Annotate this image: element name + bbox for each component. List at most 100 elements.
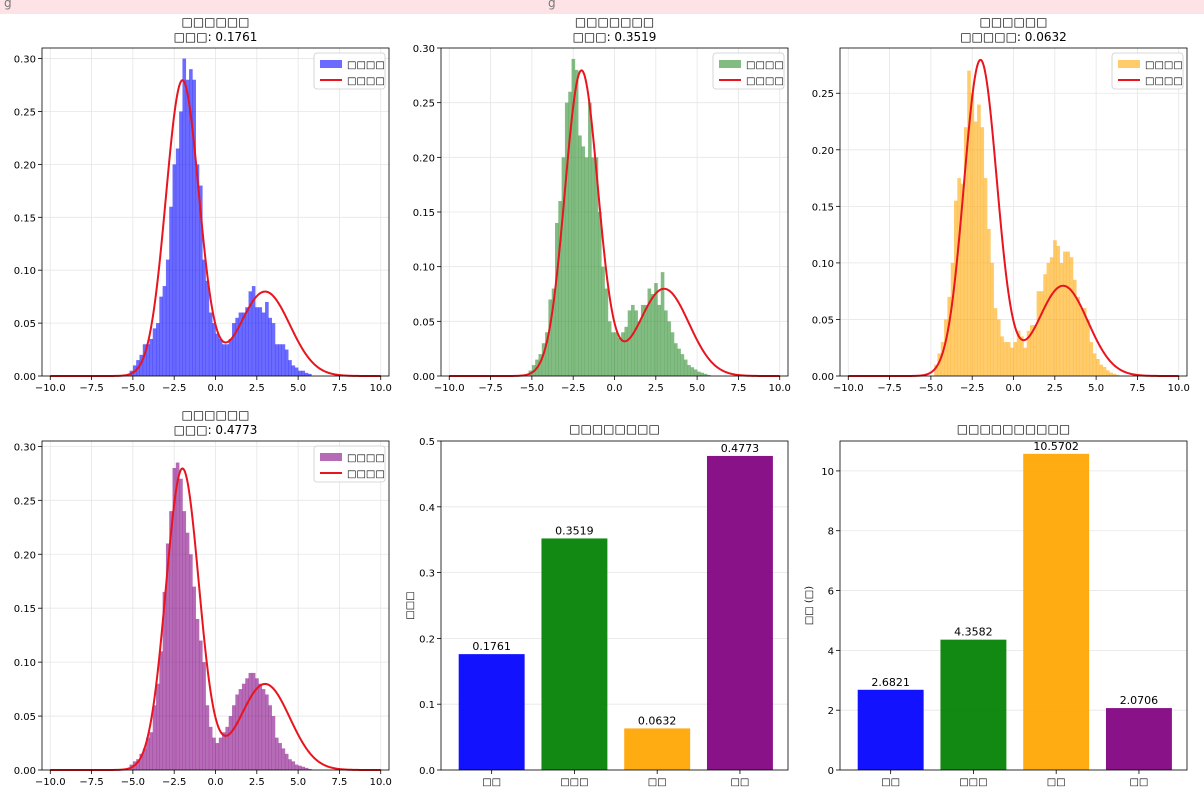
histogram-bar [1010, 347, 1014, 376]
histogram-bar [212, 737, 216, 770]
histogram-bar [294, 764, 299, 770]
histogram-bar [225, 344, 230, 376]
histogram-bar [182, 511, 187, 770]
x-tick-label: −7.5 [478, 383, 502, 394]
histogram-bar [934, 364, 938, 376]
chart-title: □□□□□□ [181, 15, 249, 29]
histogram-bar [707, 374, 711, 376]
histogram-bar [232, 323, 236, 376]
histogram-bar [1003, 342, 1008, 376]
bar-value-label: 4.3582 [954, 626, 993, 639]
histogram-bar [614, 332, 619, 376]
histogram-bar [291, 761, 296, 770]
histogram-bar [561, 157, 566, 376]
x-tick-label: −5.0 [919, 383, 943, 394]
histogram-bar [1096, 359, 1100, 376]
histogram-bar [670, 332, 675, 376]
legend-hist-swatch [719, 60, 741, 68]
histogram-bar [179, 478, 183, 770]
x-tick-label: 2.5 [249, 383, 265, 394]
histogram-bar [268, 317, 272, 376]
x-tick-label: 7.5 [1129, 383, 1145, 394]
histogram-bar [175, 462, 180, 770]
bar-value-label: 0.3519 [555, 524, 594, 537]
legend-pdf-label: □□□□ [347, 76, 385, 87]
histogram-bar [172, 164, 177, 376]
x-tick-label: 0.0 [607, 383, 623, 394]
histogram-bar [538, 354, 543, 376]
y-tick-label: 6 [828, 587, 834, 598]
x-tick-label: −7.5 [79, 777, 103, 788]
histogram-bar [159, 296, 163, 376]
y-tick-label: 0.20 [413, 153, 435, 164]
histogram-bar [241, 312, 246, 376]
x-tick-label: −10.0 [35, 383, 66, 394]
histogram-bar [265, 301, 269, 376]
histogram-bar [149, 732, 154, 770]
histogram-bar [690, 367, 695, 376]
histogram-bar [1026, 330, 1031, 376]
histogram-bar [677, 348, 681, 376]
y-tick-label: 0.30 [14, 442, 36, 453]
histogram-bar [291, 365, 296, 376]
histogram-bar [564, 102, 569, 377]
histogram-bar [182, 58, 187, 376]
histogram-bar [268, 705, 272, 770]
y-tick-label: 0.25 [413, 99, 435, 110]
histogram-bar [604, 288, 609, 376]
histogram-bar [152, 705, 157, 770]
y-tick-label: 0.00 [812, 372, 834, 383]
histogram-bar [139, 354, 144, 376]
histogram-bar [1092, 353, 1097, 376]
histogram-bar [308, 373, 312, 376]
histogram-bar [142, 748, 147, 770]
histogram-bar [1086, 319, 1090, 376]
y-tick-label: 2 [828, 706, 834, 717]
histogram-bar [1036, 291, 1041, 376]
histogram-bar [156, 683, 160, 770]
histogram-bar [248, 291, 253, 376]
histogram-bar [162, 286, 167, 376]
histogram-bar [222, 732, 226, 770]
bar-4 [706, 455, 773, 770]
histogram-bar [185, 79, 190, 376]
histogram-bar [261, 689, 266, 770]
histogram-bar [245, 307, 249, 376]
histogram-bar [169, 511, 173, 770]
x-tick-label: 0.0 [208, 777, 224, 788]
y-axis-label: □□□ [405, 591, 416, 619]
bar-2 [940, 639, 1007, 770]
histogram-bar [703, 373, 708, 376]
histogram-bar [1020, 336, 1024, 376]
y-tick-label: 0.15 [413, 208, 435, 219]
histogram-bar [1016, 330, 1021, 376]
chart-title: □□□□□□ [979, 15, 1047, 29]
histogram-bar [954, 200, 958, 376]
y-tick-label: 0.05 [14, 712, 36, 723]
y-tick-label: 0.15 [14, 213, 36, 224]
histogram-bar [664, 310, 668, 376]
y-tick-label: 0.25 [14, 496, 36, 507]
histogram-bar [165, 543, 170, 770]
histogram-bar [261, 312, 266, 376]
y-tick-label: 0.00 [14, 766, 36, 777]
x-tick-label: 5.0 [290, 777, 306, 788]
histogram-bar [947, 296, 952, 376]
histogram-bar [238, 689, 243, 770]
histogram-bar [1056, 245, 1061, 376]
histogram-bar [198, 640, 203, 770]
y-tick-label: 0.3 [419, 569, 435, 580]
legend-pdf-label: □□□□ [746, 76, 784, 87]
histogram-bar [660, 272, 665, 376]
histogram-bar [251, 286, 256, 376]
histogram-bar [970, 93, 975, 376]
bar-value-label: 2.0706 [1120, 694, 1159, 707]
bar-4 [1105, 708, 1172, 770]
histogram-bar [1079, 308, 1084, 376]
histogram-bar [271, 323, 276, 376]
histogram-bar [571, 58, 576, 376]
x-tick-label: 10.0 [1168, 383, 1190, 394]
histogram-bar [980, 127, 985, 376]
y-tick-label: 0.10 [812, 259, 834, 270]
x-tick-label: 10.0 [370, 777, 392, 788]
